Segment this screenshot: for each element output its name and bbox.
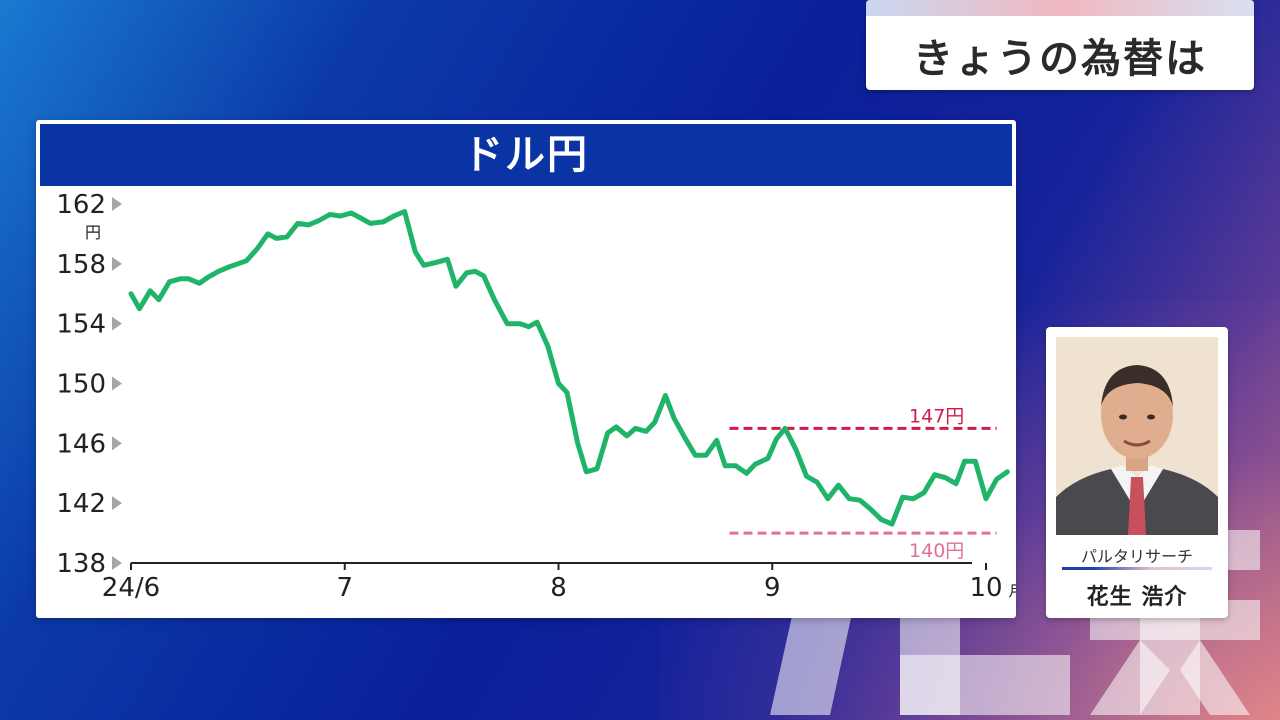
y-tick-marker xyxy=(112,556,122,570)
y-tick-label: 150 xyxy=(56,370,106,400)
y-axis: 162 円 158 154 150 146 142 138 xyxy=(56,190,122,579)
portrait-illustration xyxy=(1056,337,1218,535)
y-tick-marker xyxy=(112,496,122,511)
y-tick-marker xyxy=(112,376,122,391)
y-unit-label: 円 xyxy=(85,223,101,242)
x-tick-label: 24/6 xyxy=(102,573,160,603)
chart-title: ドル円 xyxy=(40,124,1012,186)
y-tick-label: 146 xyxy=(56,429,106,459)
y-tick-marker xyxy=(112,316,122,331)
headline-box: きょうの為替は xyxy=(866,0,1254,90)
x-tick-label: 7 xyxy=(336,573,353,603)
y-tick-label: 154 xyxy=(56,310,106,340)
analyst-card: パルタリサーチ 花生 浩介 xyxy=(1046,327,1228,618)
analyst-organization: パルタリサーチ xyxy=(1080,547,1193,566)
series-layer xyxy=(128,209,1010,527)
reference-line-label: 147円 xyxy=(909,405,964,427)
x-axis: 24/6 7 8 9 10 月 xyxy=(102,562,1016,603)
usd-jpy-line xyxy=(128,209,1010,527)
x-unit-label: 月 xyxy=(1008,582,1016,600)
organization-underline xyxy=(1062,567,1212,570)
y-tick-label: 158 xyxy=(56,250,106,280)
headline-accent-strip xyxy=(866,0,1254,16)
reference-line-label: 140円 xyxy=(909,540,964,562)
y-tick-marker xyxy=(112,256,122,271)
y-tick-label: 142 xyxy=(56,489,106,519)
y-tick-label: 162 xyxy=(56,190,106,220)
y-tick-marker xyxy=(112,197,122,211)
x-tick-label: 10 xyxy=(969,573,1002,603)
analyst-name: 花生 浩介 xyxy=(1086,585,1188,610)
x-tick-label: 8 xyxy=(550,573,567,603)
analyst-portrait xyxy=(1056,337,1218,535)
reference-lines: 147円 140円 xyxy=(729,405,997,562)
y-tick-label: 138 xyxy=(56,549,106,579)
headline-title: きょうの為替は xyxy=(913,36,1207,82)
y-tick-marker xyxy=(112,436,122,451)
x-tick-label: 9 xyxy=(764,573,781,603)
